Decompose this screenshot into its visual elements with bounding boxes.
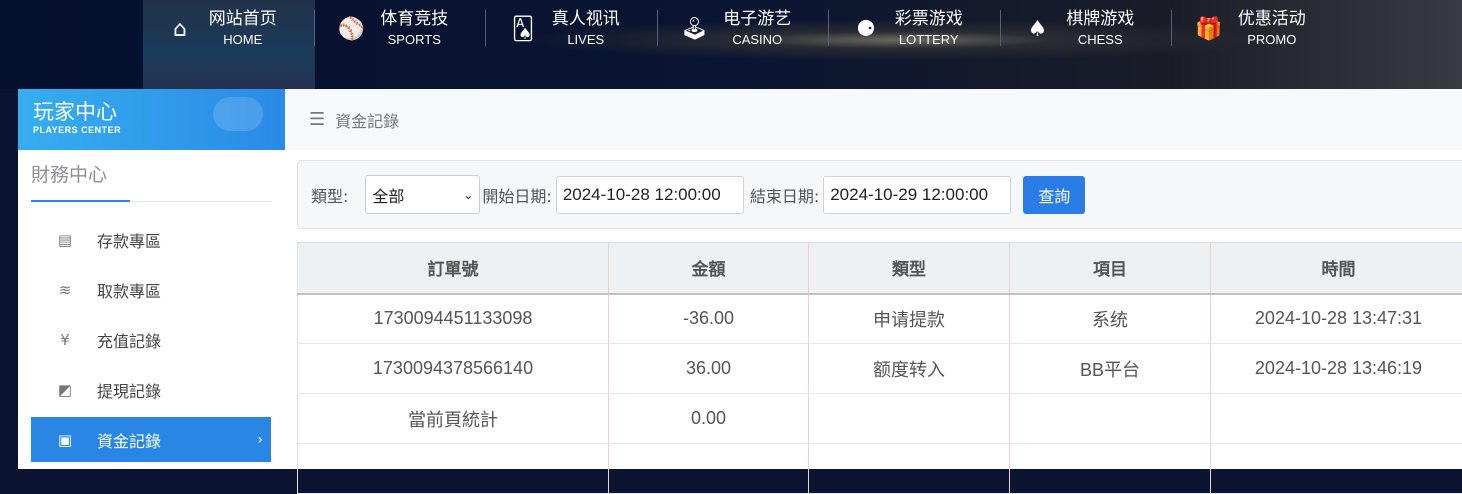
- type-select-value: 全部: [372, 183, 404, 207]
- main-content: ☰ 資金記錄 類型: 全部 ⌄ 開始日期: 2024-10-28 12:00:00…: [285, 89, 1462, 469]
- nav-label: 彩票游戏: [879, 8, 979, 30]
- money-bag-icon: ¥: [53, 331, 77, 349]
- query-button[interactable]: 查詢: [1023, 176, 1085, 214]
- table-cell: 1730094451133098: [298, 294, 609, 344]
- sidebar-item-label: 存款專區: [97, 228, 161, 252]
- sidebar-item-4[interactable]: ▣ 資金記錄 ›: [31, 417, 271, 462]
- sidebar-item-2[interactable]: ¥ 充值記錄: [31, 317, 271, 362]
- sidebar-item-label: 提現記錄: [97, 378, 161, 402]
- chevron-right-icon: ›: [257, 432, 263, 448]
- table-cell: [1211, 444, 1462, 494]
- nav-label: 优惠活动: [1222, 8, 1322, 30]
- nav-sublabel: CASINO: [708, 30, 808, 50]
- table-cell: 當前頁統計: [298, 394, 609, 444]
- ball-icon: ⚾: [339, 16, 365, 42]
- cash-icon: ▣: [53, 431, 77, 449]
- table-cell: 系统: [1010, 294, 1211, 344]
- chevron-down-icon: ⌄: [463, 188, 473, 202]
- type-label: 類型:: [311, 183, 348, 207]
- section-underline: [31, 200, 130, 202]
- column-header: 項目: [1010, 243, 1211, 294]
- home-icon: ⌂: [167, 16, 193, 42]
- card-icon: ▤: [53, 231, 77, 249]
- wallet-icon: ◩: [53, 381, 77, 399]
- start-date-input[interactable]: 2024-10-28 12:00:00: [556, 176, 744, 214]
- type-select[interactable]: 全部 ⌄: [365, 175, 480, 214]
- nav-sublabel: HOME: [193, 30, 293, 50]
- nav-label: 体育竞技: [365, 8, 465, 30]
- players-center-header: 玩家中心 PLAYERS CENTER: [18, 89, 285, 150]
- sidebar-item-label: 取款專區: [97, 278, 161, 302]
- gift-icon: 🎁: [1196, 16, 1222, 42]
- sidebar-item-0[interactable]: ▤ 存款專區: [31, 217, 271, 262]
- nav-sublabel: PROMO: [1222, 30, 1322, 50]
- nav-label: 棋牌游戏: [1051, 8, 1151, 30]
- table-cell: [809, 394, 1010, 444]
- table-cell: 额度转入: [809, 344, 1010, 394]
- breadcrumb-label: 資金記錄: [335, 108, 399, 132]
- table-cell: 0.00: [609, 394, 809, 444]
- menu-icon[interactable]: ☰: [309, 109, 325, 130]
- column-header: 訂單號: [298, 243, 609, 294]
- start-date-label: 開始日期:: [482, 183, 551, 207]
- table-cell: [298, 444, 609, 494]
- breadcrumb: ☰ 資金記錄: [285, 89, 1462, 150]
- table-cell: [809, 444, 1010, 494]
- table-cell: 1730094378566140: [298, 344, 609, 394]
- section-label: 財務中心: [31, 164, 107, 186]
- end-date-label: 結束日期:: [750, 183, 819, 207]
- sidebar-item-label: 資金記錄: [97, 428, 161, 452]
- nav-label: 真人视讯: [536, 8, 636, 30]
- sidebar-item-3[interactable]: ◩ 提現記錄: [31, 367, 271, 412]
- joystick-icon: 🕹: [682, 16, 708, 42]
- table-cell: 申请提款: [809, 294, 1010, 344]
- section-title: 財務中心: [31, 162, 272, 202]
- table-cell: [609, 444, 809, 494]
- nav-label: 电子游艺: [708, 8, 808, 30]
- sidebar-item-1[interactable]: ≋ 取款專區: [31, 267, 271, 312]
- sidebar: 玩家中心 PLAYERS CENTER 財務中心 ▤ 存款專區 ≋ 取款專區 ¥…: [18, 89, 285, 469]
- gamepad-icon: [213, 97, 263, 131]
- nav-sublabel: LIVES: [536, 30, 636, 50]
- spade-icon: ♠: [1025, 16, 1051, 42]
- table-cell: [1010, 444, 1211, 494]
- table-cell: 36.00: [609, 344, 809, 394]
- column-header: 類型: [809, 243, 1010, 294]
- column-header: 時間: [1211, 243, 1462, 294]
- table-cell: 2024-10-28 13:47:31: [1211, 294, 1462, 344]
- sidebar-item-label: 充值記錄: [97, 328, 161, 352]
- cards-icon: 🂡: [510, 16, 536, 42]
- table-cell: [1211, 394, 1462, 444]
- nav-sublabel: CHESS: [1051, 30, 1151, 50]
- table-cell: -36.00: [609, 294, 809, 344]
- hand-money-icon: ≋: [53, 281, 77, 299]
- table-row: [298, 444, 1462, 494]
- filter-bar: 類型: 全部⌄ 開始日期: 2024-10-28 12:00:00 結束日期: …: [297, 160, 1462, 229]
- balls-icon: ⚈: [853, 16, 879, 42]
- end-date-input[interactable]: 2024-10-29 12:00:00: [823, 176, 1011, 214]
- table-cell: BB平台: [1010, 344, 1211, 394]
- nav-sublabel: LOTTERY: [879, 30, 979, 50]
- nav-label: 网站首页: [193, 8, 293, 30]
- nav-sublabel: SPORTS: [365, 30, 465, 50]
- table-cell: 2024-10-28 13:46:19: [1211, 344, 1462, 394]
- table-cell: [1010, 394, 1211, 444]
- column-header: 金額: [609, 243, 809, 294]
